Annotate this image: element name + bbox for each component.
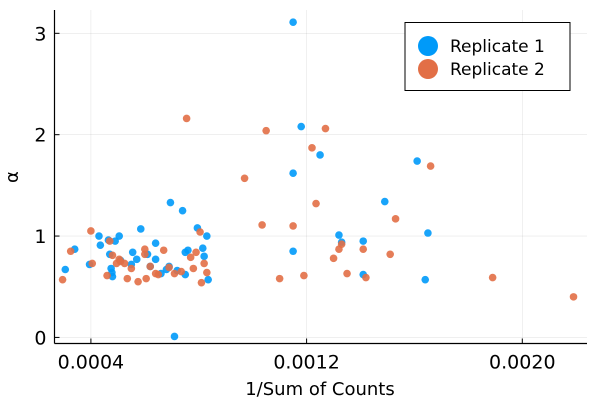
data-point — [146, 262, 155, 271]
series-replicate-2 — [58, 114, 578, 301]
data-point — [426, 162, 435, 170]
data-point — [177, 267, 186, 276]
data-point — [424, 229, 432, 237]
x-tick-label: 0.0004 — [58, 352, 124, 374]
data-point — [203, 232, 211, 240]
data-point — [359, 237, 368, 245]
data-point — [170, 332, 179, 341]
data-point — [111, 237, 119, 245]
data-point — [192, 248, 200, 257]
data-point — [240, 174, 249, 183]
data-point — [136, 225, 145, 233]
data-point — [103, 271, 111, 280]
data-point — [141, 245, 149, 254]
data-point — [108, 251, 117, 260]
data-point — [170, 269, 179, 278]
legend-label-replicate-2: Replicate 2 — [450, 60, 545, 80]
data-point — [200, 259, 208, 268]
data-point — [488, 273, 497, 282]
data-point — [343, 269, 351, 278]
data-point — [569, 293, 578, 301]
data-point — [289, 247, 297, 256]
data-point — [289, 18, 297, 26]
x-axis-label: 1/Sum of Counts — [245, 379, 395, 400]
data-point — [66, 247, 75, 256]
data-point — [413, 157, 421, 165]
data-point — [154, 270, 163, 279]
data-point — [88, 259, 97, 268]
data-point — [184, 246, 192, 255]
data-point — [321, 124, 330, 133]
data-point — [198, 244, 207, 253]
data-point — [96, 241, 105, 249]
data-point — [159, 246, 168, 255]
data-point — [127, 264, 136, 273]
data-point — [329, 254, 338, 263]
data-point — [128, 248, 137, 257]
legend-box — [404, 22, 571, 91]
axes-frame — [53, 10, 587, 345]
y-tick-label: 0 — [34, 327, 46, 349]
data-point — [391, 215, 400, 223]
y-tick-label: 2 — [34, 125, 46, 147]
data-point — [105, 237, 114, 245]
data-point — [120, 259, 129, 268]
data-point — [165, 263, 173, 272]
data-point — [189, 264, 198, 273]
data-point — [204, 275, 212, 284]
data-point — [380, 197, 389, 206]
legend: Replicate 1 Replicate 2 — [404, 22, 571, 91]
y-axis-label: α — [2, 171, 23, 183]
data-point — [337, 240, 346, 248]
data-point — [134, 277, 142, 286]
data-point — [335, 231, 343, 239]
data-point — [262, 126, 270, 135]
data-point — [203, 268, 211, 277]
data-point — [132, 255, 141, 264]
data-point — [115, 232, 124, 240]
x-tick-label: 0.0020 — [489, 352, 555, 374]
data-point — [300, 271, 308, 280]
legend-label-replicate-1: Replicate 1 — [450, 37, 545, 57]
data-point — [289, 222, 297, 230]
legend-marker-replicate-2 — [418, 59, 438, 79]
data-point — [166, 198, 175, 207]
data-point — [197, 278, 206, 287]
legend-marker-replicate-1 — [418, 36, 438, 56]
data-point — [312, 199, 320, 208]
y-tick-label: 1 — [34, 226, 46, 248]
data-point — [123, 274, 132, 283]
ticks: 0.0004 0.0012 0.0020 0 1 2 3 — [34, 23, 555, 373]
data-point — [297, 122, 306, 131]
data-point — [362, 273, 370, 282]
data-point — [151, 239, 160, 247]
y-tick-label: 3 — [34, 23, 46, 45]
data-point — [151, 255, 160, 264]
data-point — [95, 232, 103, 240]
data-point — [289, 169, 297, 177]
data-point — [316, 151, 324, 159]
data-series — [58, 18, 578, 341]
data-point — [142, 274, 150, 283]
data-point — [182, 114, 191, 123]
data-point — [258, 221, 266, 229]
data-point — [61, 265, 70, 274]
data-point — [359, 245, 368, 254]
x-tick-label: 0.0012 — [273, 352, 339, 374]
data-point — [58, 275, 67, 284]
data-point — [178, 206, 187, 215]
data-point — [196, 228, 204, 236]
data-point — [308, 144, 316, 152]
data-point — [200, 252, 208, 261]
data-point — [275, 274, 284, 283]
data-point — [421, 275, 430, 284]
data-point — [386, 250, 394, 259]
data-point — [186, 253, 195, 262]
data-point — [87, 227, 95, 235]
